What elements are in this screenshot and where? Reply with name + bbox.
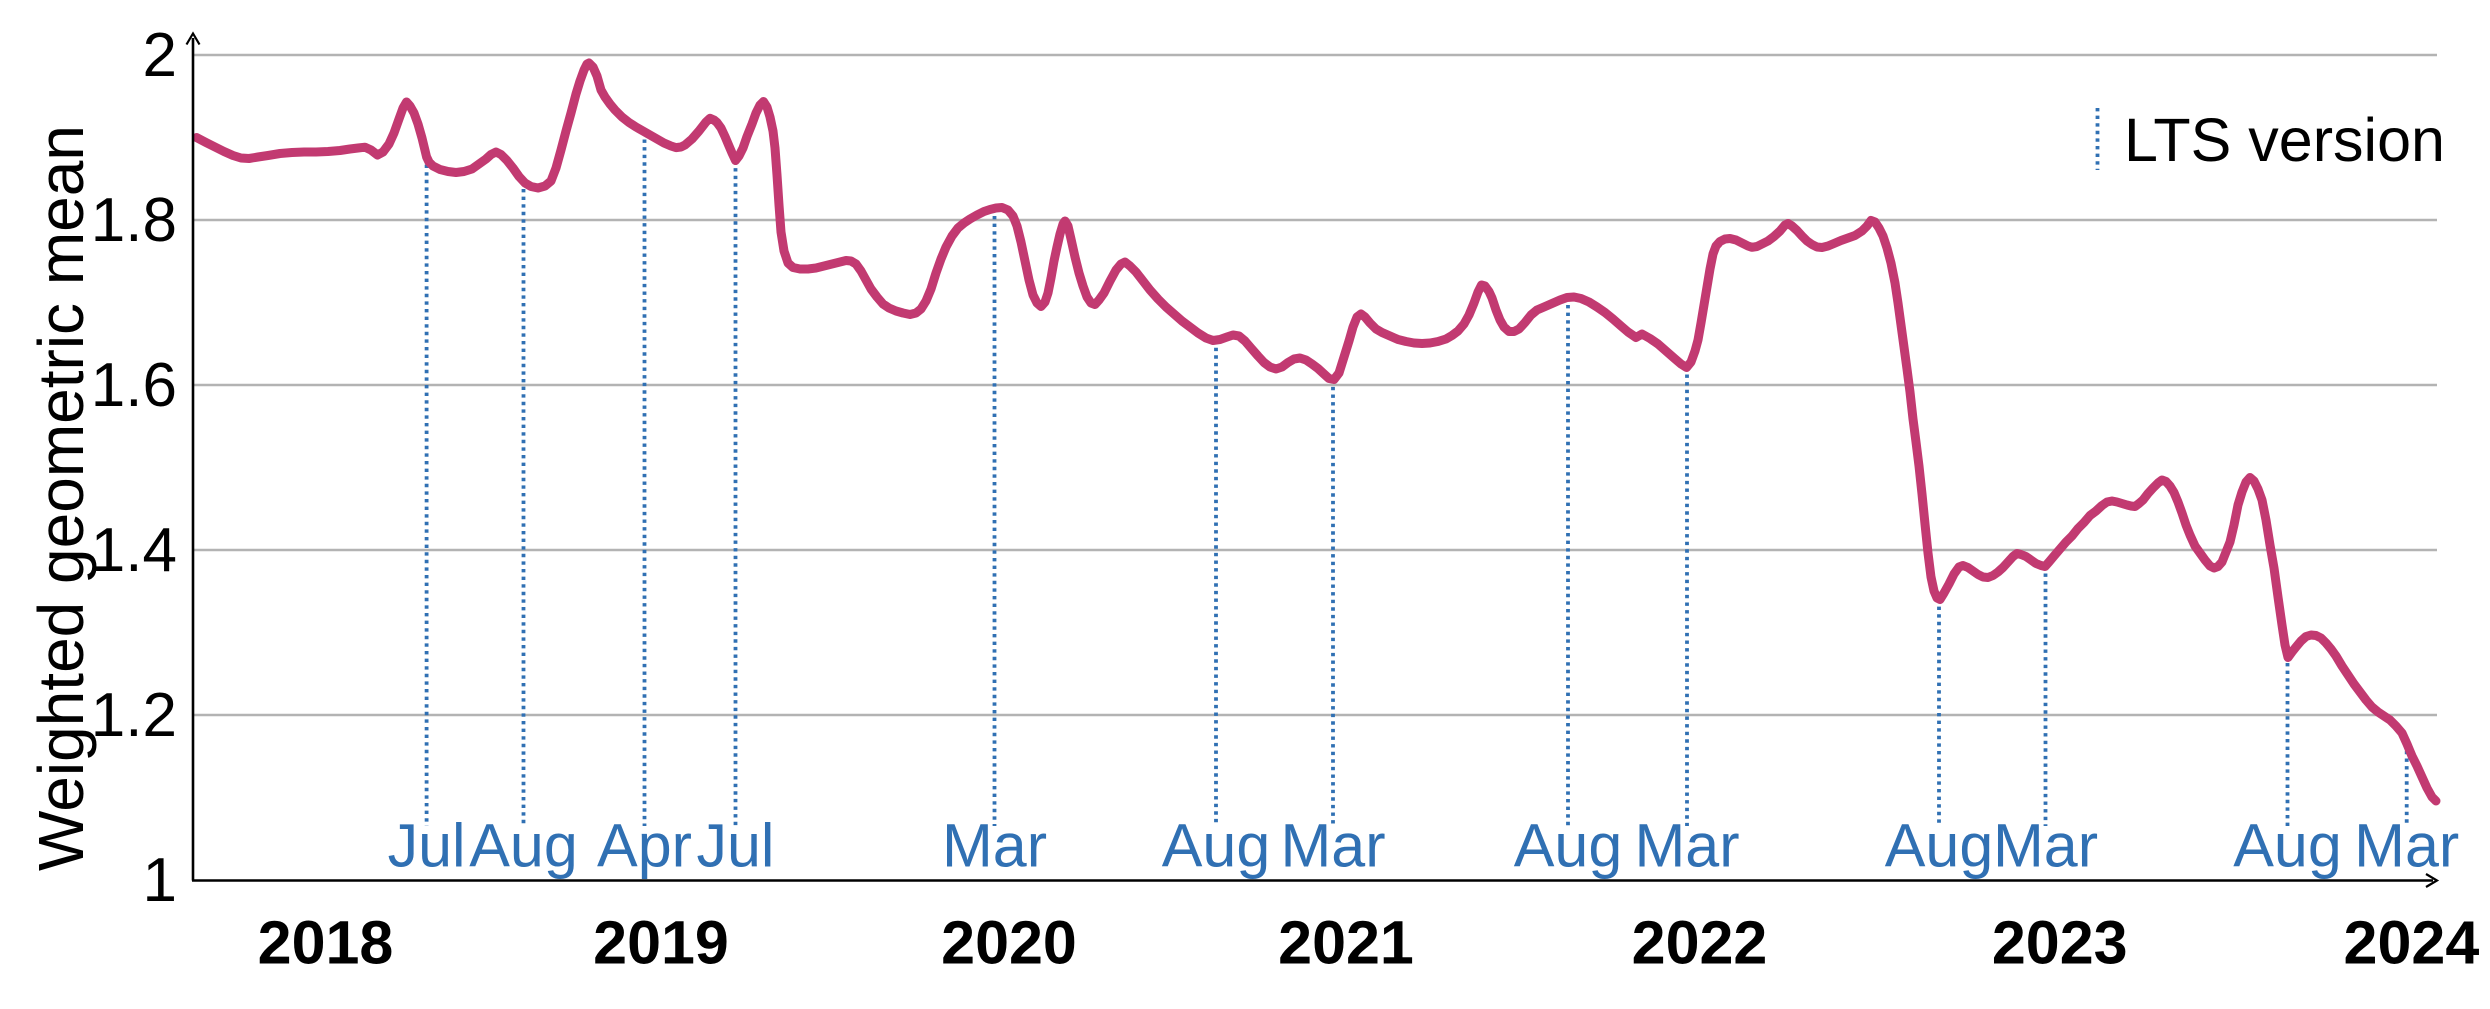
svg-text:Apr: Apr [597, 812, 692, 880]
svg-text:Mar: Mar [1280, 812, 1385, 880]
svg-text:Mar: Mar [2354, 812, 2459, 880]
svg-text:Aug: Aug [2233, 812, 2342, 880]
svg-text:1.2: 1.2 [91, 681, 177, 750]
svg-text:LTS version: LTS version [2124, 106, 2445, 174]
svg-text:2018: 2018 [258, 909, 394, 977]
svg-text:Aug: Aug [1162, 812, 1271, 880]
svg-text:2024: 2024 [2344, 909, 2480, 977]
svg-text:Weighted geometric mean: Weighted geometric mean [25, 125, 97, 871]
svg-text:Aug: Aug [1514, 812, 1623, 880]
svg-text:Aug: Aug [469, 812, 578, 880]
svg-text:Mar: Mar [1993, 812, 2098, 880]
svg-text:2020: 2020 [941, 909, 1077, 977]
svg-text:2022: 2022 [1632, 909, 1768, 977]
svg-text:Mar: Mar [942, 812, 1047, 880]
svg-text:1: 1 [143, 846, 177, 915]
svg-text:2: 2 [143, 21, 177, 90]
svg-text:1.4: 1.4 [91, 516, 177, 585]
svg-text:Jul: Jul [388, 812, 466, 880]
svg-text:Jul: Jul [697, 812, 775, 880]
svg-text:Aug: Aug [1885, 812, 1994, 880]
svg-text:Mar: Mar [1634, 812, 1739, 880]
svg-text:2019: 2019 [593, 909, 729, 977]
svg-text:2023: 2023 [1992, 909, 2128, 977]
svg-text:1.8: 1.8 [91, 186, 177, 255]
svg-text:1.6: 1.6 [91, 351, 177, 420]
svg-text:2021: 2021 [1278, 909, 1414, 977]
